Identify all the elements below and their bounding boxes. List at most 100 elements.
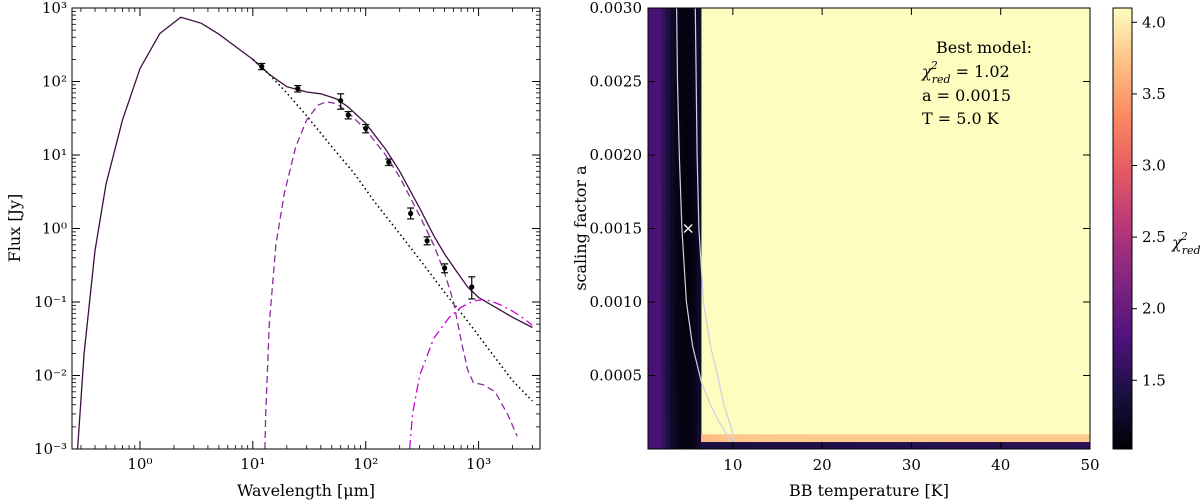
heatmap-cell	[661, 257, 667, 266]
heatmap-cell	[665, 272, 671, 281]
heatmap-cell	[687, 331, 693, 340]
heatmap-cell	[674, 125, 680, 134]
heatmap-cell	[798, 434, 804, 443]
heatmap-cell	[661, 434, 667, 443]
heatmap-cell	[652, 412, 658, 420]
heatmap-cell	[975, 434, 980, 443]
heatmap-cell	[793, 434, 799, 443]
heatmap-cell	[745, 434, 751, 443]
heatmap-cell	[678, 184, 684, 193]
heatmap-cell	[696, 375, 702, 384]
heatmap-cell	[696, 279, 702, 288]
heatmap-cell	[665, 132, 671, 141]
heatmap-cell	[661, 279, 667, 288]
heatmap-cell	[656, 397, 662, 406]
heatmap-cell	[652, 302, 658, 310]
heatmap-cell	[648, 177, 653, 185]
heatmap-cell	[661, 309, 667, 318]
heatmap-cell	[656, 346, 662, 354]
heatmap-cell	[705, 434, 711, 443]
heatmap-cell	[692, 279, 698, 288]
heatmap-cell	[1001, 434, 1007, 443]
heatmap-cell	[683, 15, 689, 24]
heatmap-cell	[652, 206, 658, 215]
heatmap-cell	[678, 302, 684, 310]
heatmap-cell	[656, 8, 662, 16]
heatmap-cell	[899, 441, 905, 449]
heatmap-cell	[678, 110, 684, 119]
heatmap-cell	[687, 110, 693, 119]
heatmap-cell	[656, 184, 662, 193]
heatmap-cell	[789, 434, 795, 443]
heatmap-cell	[678, 37, 684, 46]
heatmap-cell	[674, 177, 680, 185]
heatmap-cell	[648, 15, 653, 24]
heatmap-cell	[648, 397, 653, 406]
heatmap-cell	[762, 434, 768, 443]
heatmap-cell	[692, 257, 698, 266]
heatmap-cell	[656, 302, 662, 310]
heatmap-cell	[696, 346, 702, 354]
heatmap-cell	[692, 397, 698, 406]
heatmap-cell	[877, 441, 883, 449]
heatmap-cell	[696, 360, 702, 369]
heatmap-cell	[696, 88, 702, 97]
heatmap-x-axis-title: BB temperature [K]	[789, 481, 949, 500]
heatmap-cell	[648, 81, 653, 90]
heatmap-cell	[648, 191, 653, 200]
heatmap-cell	[648, 66, 653, 75]
heatmap-cell	[1059, 434, 1064, 443]
heatmap-cell	[692, 155, 698, 163]
heatmap-cell	[656, 59, 662, 68]
heatmap-cell	[683, 426, 689, 435]
heatmap-cell	[692, 338, 698, 347]
heatmap-cell	[687, 8, 693, 16]
heatmap-cell	[983, 434, 989, 443]
heatmap-cell	[665, 44, 671, 53]
heatmap-cell	[661, 8, 667, 16]
heatmap-cell	[678, 243, 684, 251]
heatmap-cell	[648, 338, 653, 347]
heatmap-cell	[648, 309, 653, 318]
heatmap-cell	[665, 397, 671, 406]
heatmap-cell	[692, 441, 698, 449]
y-tick-label: 10²	[42, 73, 67, 91]
heatmap-cell	[665, 426, 671, 435]
heatmap-cell	[670, 390, 675, 398]
heatmap-cell	[988, 441, 994, 449]
heatmap-cell	[656, 338, 662, 347]
heatmap-cell	[670, 221, 675, 229]
heatmap-cell	[674, 390, 680, 398]
heatmap-cell	[652, 59, 658, 68]
heatmap-cell	[683, 110, 689, 119]
heatmap-cell	[776, 434, 781, 443]
heatmap-cell	[692, 316, 698, 325]
heatmap-cell	[661, 103, 667, 112]
heatmap-cell	[687, 316, 693, 325]
contour-line	[676, 8, 735, 443]
heatmap-cell	[661, 382, 667, 391]
heatmap-cell	[656, 272, 662, 281]
heatmap-cell	[687, 52, 693, 60]
heatmap-cell	[683, 397, 689, 406]
heatmap-cell	[652, 177, 658, 185]
heatmap-cell	[670, 22, 675, 31]
heatmap-cell	[678, 287, 684, 296]
heatmap-cell	[842, 441, 848, 449]
heatmap-cell	[683, 324, 689, 332]
heatmap-cell	[652, 287, 658, 296]
heatmap-cell	[652, 140, 658, 149]
heatmap-cell	[683, 316, 689, 325]
data-point	[424, 238, 430, 244]
heatmap-cell	[670, 140, 675, 149]
heatmap-cell	[683, 368, 689, 376]
heatmap-cell	[648, 243, 653, 251]
heatmap-cell	[678, 132, 684, 141]
sed-y-axis-title: Flux [Jy]	[5, 194, 24, 263]
heatmap-cell	[718, 434, 724, 443]
heatmap-cell	[674, 81, 680, 90]
heatmap-cell	[670, 243, 675, 251]
heatmap-cell	[696, 412, 702, 420]
colorbar-frame	[1112, 7, 1133, 450]
heatmap-cell	[696, 66, 702, 75]
